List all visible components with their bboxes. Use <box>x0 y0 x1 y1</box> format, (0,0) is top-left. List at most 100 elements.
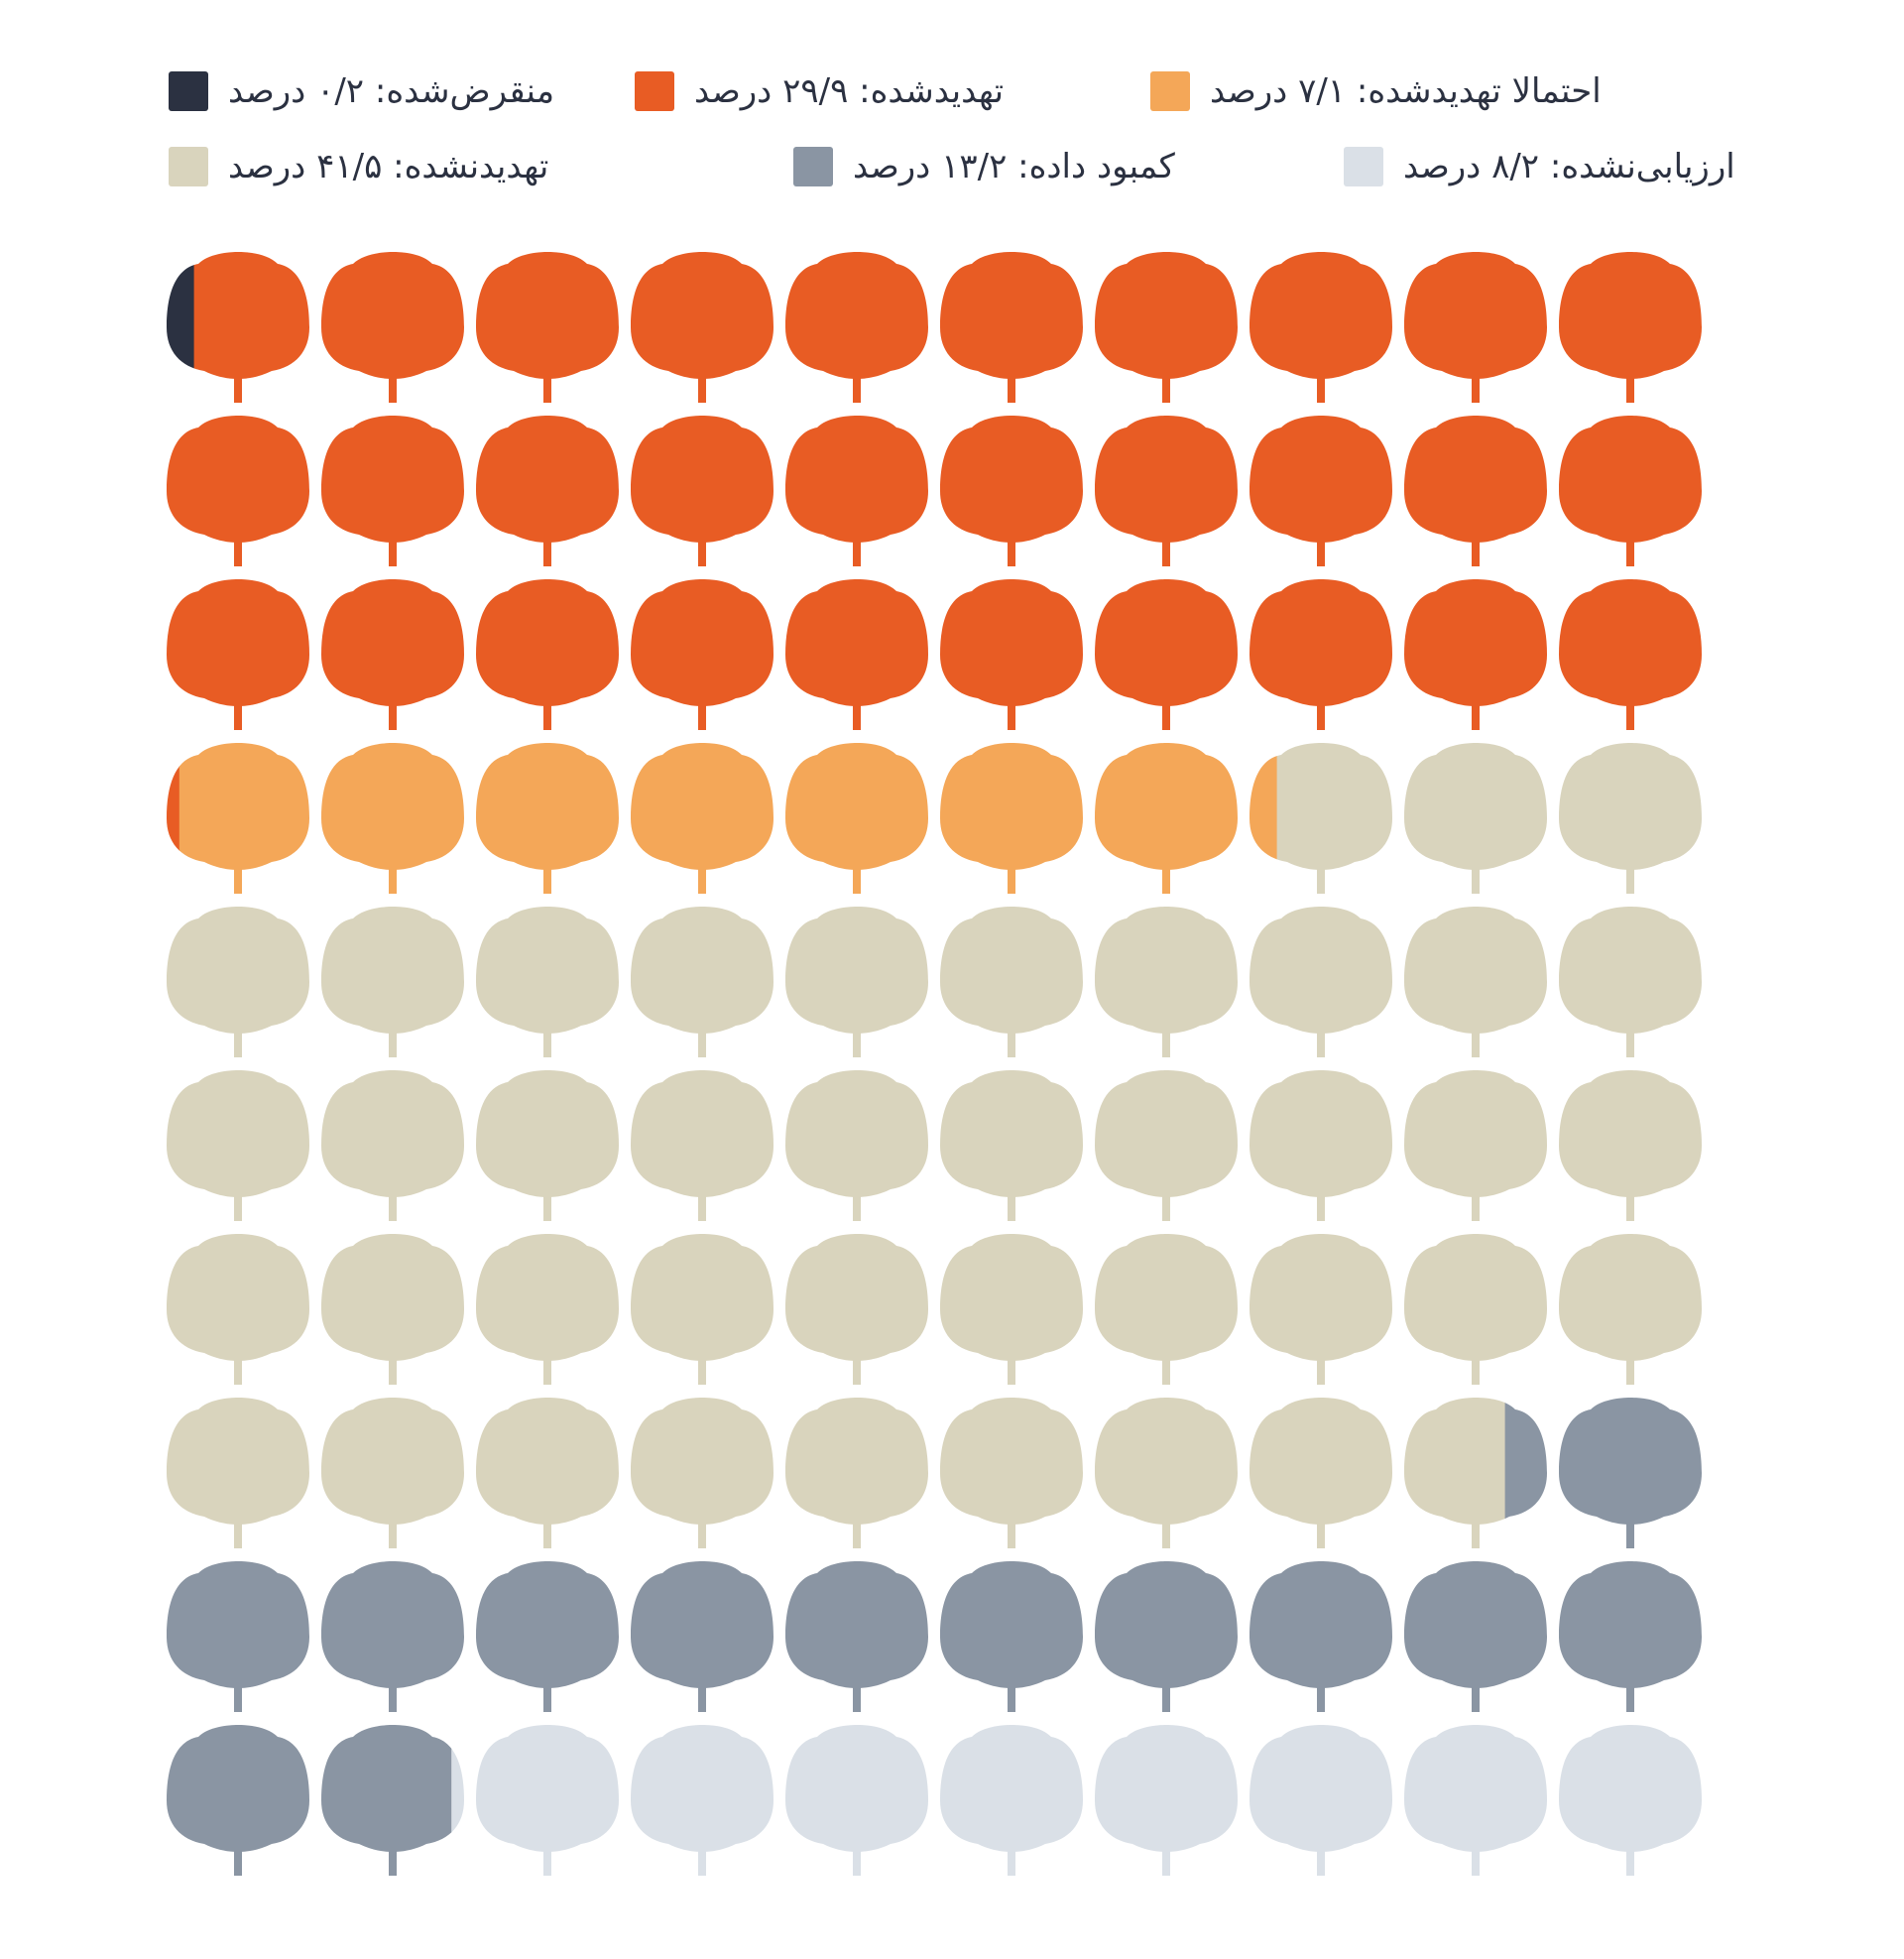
legend-swatch-not-threatened <box>169 147 208 186</box>
tree-fill-threatened <box>1559 579 1702 730</box>
tree-icon <box>1095 1725 1238 1876</box>
tree-fill-near-threatened <box>631 743 774 894</box>
tree-icon <box>1095 907 1238 1057</box>
tree-fill-not-evaluated <box>451 1725 464 1876</box>
tree-fill-not-threatened <box>1250 907 1392 1057</box>
tree-fill-not-evaluated <box>1559 1725 1702 1876</box>
tree-icon <box>1404 416 1547 566</box>
tree-icon <box>1095 743 1238 894</box>
tree-fill-not-threatened <box>631 1070 774 1221</box>
tree-icon <box>1559 1398 1702 1548</box>
legend-swatch-near-threatened <box>1150 71 1190 111</box>
tree-fill-threatened <box>1559 416 1702 566</box>
tree-fill-not-threatened <box>476 907 619 1057</box>
tree-fill-not-threatened <box>785 1070 928 1221</box>
legend-item-threatened: تهدیدشده: ۲۹/۹ درصد <box>635 71 1004 111</box>
tree-icon <box>785 252 928 403</box>
tree-fill-data-deficient <box>167 1561 309 1712</box>
tree-icon <box>631 252 774 403</box>
tree-fill-near-threatened <box>321 743 464 894</box>
tree-icon <box>476 579 619 730</box>
tree-fill-near-threatened <box>940 743 1083 894</box>
tree-fill-not-threatened <box>785 1234 928 1385</box>
tree-fill-not-threatened <box>785 1398 928 1548</box>
tree-icon <box>167 1070 309 1221</box>
tree-fill-not-threatened <box>476 1234 619 1385</box>
tree-icon <box>1559 907 1702 1057</box>
tree-icon <box>476 1234 619 1385</box>
legend: منقرض‌شده: ۰/۲ درصد تهدیدشده: ۲۹/۹ درصد … <box>0 0 1904 218</box>
tree-fill-not-threatened <box>476 1398 619 1548</box>
tree-icon <box>321 1725 464 1876</box>
tree-icon <box>1404 1561 1547 1712</box>
tree-fill-not-threatened <box>321 907 464 1057</box>
tree-fill-data-deficient <box>1250 1561 1392 1712</box>
tree-fill-threatened <box>940 252 1083 403</box>
tree-icon <box>1559 743 1702 894</box>
tree-fill-data-deficient <box>1404 1561 1547 1712</box>
tree-fill-threatened <box>193 252 309 403</box>
tree-fill-not-threatened <box>321 1398 464 1548</box>
tree-fill-not-threatened <box>631 907 774 1057</box>
tree-icon <box>167 416 309 566</box>
tree-fill-threatened <box>321 416 464 566</box>
legend-item-not-evaluated: ارزیابی‌نشده: ۸/۲ درصد <box>1344 147 1735 186</box>
tree-icon <box>785 416 928 566</box>
tree-fill-data-deficient <box>321 1561 464 1712</box>
tree-fill-data-deficient <box>321 1725 452 1876</box>
tree-icon <box>785 1725 928 1876</box>
tree-fill-not-threatened <box>167 1234 309 1385</box>
tree-icon <box>1559 252 1702 403</box>
tree-icon <box>321 1561 464 1712</box>
tree-icon <box>631 416 774 566</box>
tree-icon <box>1250 416 1392 566</box>
tree-fill-near-threatened <box>1095 743 1238 894</box>
tree-icon <box>167 1725 309 1876</box>
tree-fill-not-threatened <box>167 1398 309 1548</box>
legend-item-not-threatened: تهدیدنشده: ۴۱/۵ درصد <box>169 147 548 186</box>
tree-fill-threatened <box>1250 252 1392 403</box>
tree-fill-not-threatened <box>1250 1070 1392 1221</box>
legend-swatch-threatened <box>635 71 674 111</box>
tree-icon <box>476 252 619 403</box>
tree-icon <box>167 579 309 730</box>
tree-icon <box>1559 1234 1702 1385</box>
tree-icon <box>321 1398 464 1548</box>
tree-fill-not-threatened <box>1250 1398 1392 1548</box>
tree-fill-not-threatened <box>1559 743 1702 894</box>
tree-icon <box>476 907 619 1057</box>
tree-icon <box>631 1234 774 1385</box>
tree-fill-data-deficient <box>1559 1398 1702 1548</box>
legend-label-extinct: منقرض‌شده: ۰/۲ درصد <box>228 71 555 111</box>
tree-icon <box>631 743 774 894</box>
tree-icon <box>476 416 619 566</box>
tree-icon <box>785 1398 928 1548</box>
tree-fill-threatened <box>1250 416 1392 566</box>
tree-icon <box>785 1070 928 1221</box>
tree-icon <box>940 743 1083 894</box>
tree-icon <box>1404 1398 1547 1548</box>
tree-fill-not-threatened <box>1404 1234 1547 1385</box>
tree-icon <box>167 907 309 1057</box>
tree-icon <box>1404 579 1547 730</box>
tree-icon <box>1250 1398 1392 1548</box>
tree-icon <box>1250 579 1392 730</box>
tree-icon <box>631 1725 774 1876</box>
tree-fill-not-threatened <box>1559 1234 1702 1385</box>
tree-fill-not-threatened <box>1095 1234 1238 1385</box>
tree-icon <box>940 1398 1083 1548</box>
tree-fill-threatened <box>1095 579 1238 730</box>
tree-icon <box>1250 743 1392 894</box>
tree-fill-threatened <box>1095 416 1238 566</box>
tree-fill-near-threatened <box>178 743 309 894</box>
tree-icon <box>167 252 309 403</box>
tree-fill-not-threatened <box>631 1398 774 1548</box>
tree-fill-threatened <box>1404 252 1547 403</box>
tree-fill-data-deficient <box>476 1561 619 1712</box>
tree-fill-threatened <box>631 416 774 566</box>
tree-fill-not-threatened <box>167 1070 309 1221</box>
legend-item-near-threatened: احتمالا تهدیدشده: ۷/۱ درصد <box>1150 71 1602 111</box>
tree-fill-data-deficient <box>1504 1398 1547 1548</box>
tree-icon <box>476 1070 619 1221</box>
